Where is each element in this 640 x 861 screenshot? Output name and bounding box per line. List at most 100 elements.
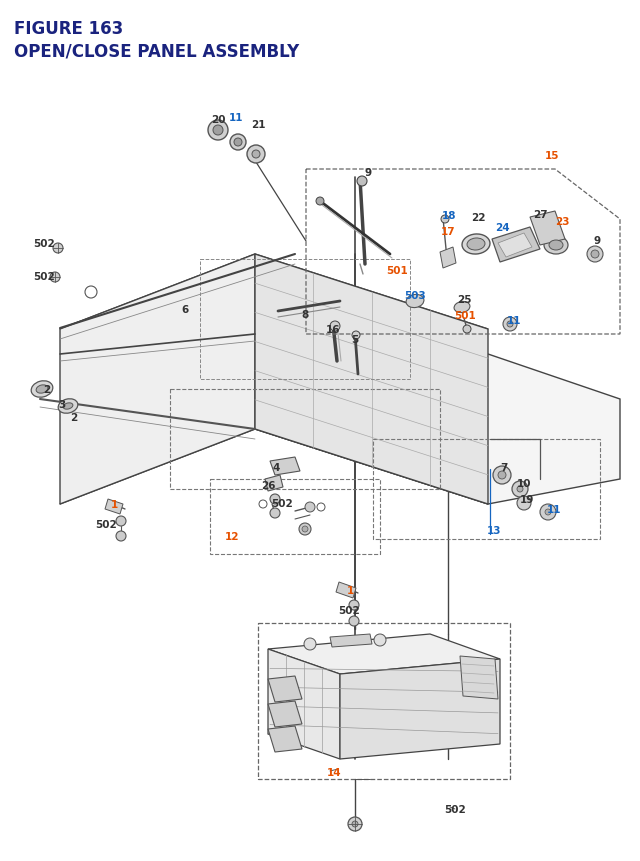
Circle shape bbox=[352, 821, 358, 827]
Circle shape bbox=[270, 494, 280, 505]
Text: 22: 22 bbox=[471, 213, 485, 223]
Polygon shape bbox=[460, 656, 498, 699]
Bar bbox=[373, 439, 600, 539]
Polygon shape bbox=[340, 660, 500, 759]
Circle shape bbox=[545, 510, 551, 516]
Ellipse shape bbox=[406, 295, 424, 308]
Ellipse shape bbox=[462, 235, 490, 255]
Circle shape bbox=[316, 198, 324, 206]
Ellipse shape bbox=[31, 381, 53, 398]
Text: 9: 9 bbox=[593, 236, 600, 245]
Text: 13: 13 bbox=[487, 525, 501, 536]
Circle shape bbox=[116, 517, 126, 526]
Text: 26: 26 bbox=[260, 480, 275, 491]
Circle shape bbox=[53, 244, 63, 254]
Circle shape bbox=[540, 505, 556, 520]
Text: 10: 10 bbox=[516, 479, 531, 488]
Circle shape bbox=[591, 251, 599, 258]
Bar bbox=[200, 260, 410, 380]
Text: 23: 23 bbox=[555, 217, 569, 226]
Polygon shape bbox=[60, 255, 255, 505]
Circle shape bbox=[517, 497, 531, 511]
Text: 4: 4 bbox=[272, 462, 280, 473]
Text: 1: 1 bbox=[110, 499, 118, 510]
Polygon shape bbox=[498, 233, 532, 257]
Text: 8: 8 bbox=[301, 310, 308, 319]
Text: 502: 502 bbox=[338, 605, 360, 616]
Ellipse shape bbox=[544, 237, 568, 255]
Text: 6: 6 bbox=[181, 305, 189, 314]
Circle shape bbox=[270, 508, 280, 518]
Text: 9: 9 bbox=[364, 168, 372, 177]
Ellipse shape bbox=[36, 386, 48, 393]
Text: 502: 502 bbox=[444, 804, 466, 814]
Text: 1: 1 bbox=[346, 585, 354, 595]
Polygon shape bbox=[440, 248, 456, 269]
Ellipse shape bbox=[63, 403, 73, 410]
Circle shape bbox=[357, 177, 367, 187]
Text: 11: 11 bbox=[547, 505, 561, 514]
Circle shape bbox=[441, 216, 449, 224]
Polygon shape bbox=[255, 255, 488, 505]
Text: 21: 21 bbox=[251, 120, 265, 130]
Polygon shape bbox=[60, 255, 488, 406]
Text: 12: 12 bbox=[225, 531, 239, 542]
Text: 15: 15 bbox=[545, 151, 559, 161]
Circle shape bbox=[349, 600, 359, 610]
Circle shape bbox=[493, 467, 511, 485]
Text: FIGURE 163: FIGURE 163 bbox=[14, 20, 124, 38]
Circle shape bbox=[208, 121, 228, 141]
Polygon shape bbox=[268, 649, 340, 759]
Text: 7: 7 bbox=[500, 462, 508, 473]
Polygon shape bbox=[255, 355, 620, 505]
Text: 18: 18 bbox=[442, 211, 456, 220]
Polygon shape bbox=[492, 228, 540, 263]
Polygon shape bbox=[105, 499, 123, 514]
Text: 5: 5 bbox=[351, 335, 358, 344]
Text: 16: 16 bbox=[326, 325, 340, 335]
Polygon shape bbox=[336, 582, 356, 598]
Circle shape bbox=[503, 318, 517, 331]
Text: 20: 20 bbox=[211, 115, 225, 125]
Text: 502: 502 bbox=[33, 272, 55, 282]
Text: 11: 11 bbox=[507, 316, 521, 325]
Text: 2: 2 bbox=[70, 412, 77, 423]
Circle shape bbox=[302, 526, 308, 532]
Circle shape bbox=[352, 331, 360, 339]
Polygon shape bbox=[270, 457, 300, 475]
Polygon shape bbox=[268, 676, 302, 703]
Circle shape bbox=[587, 247, 603, 263]
Circle shape bbox=[247, 146, 265, 164]
Circle shape bbox=[230, 135, 246, 151]
Text: 501: 501 bbox=[454, 311, 476, 320]
Ellipse shape bbox=[454, 302, 470, 313]
Circle shape bbox=[213, 126, 223, 136]
Circle shape bbox=[330, 322, 340, 331]
Text: 502: 502 bbox=[271, 499, 293, 508]
Circle shape bbox=[517, 486, 523, 492]
Text: 2: 2 bbox=[44, 385, 51, 394]
Circle shape bbox=[252, 151, 260, 158]
Text: 502: 502 bbox=[33, 238, 55, 249]
Circle shape bbox=[507, 322, 513, 328]
Circle shape bbox=[299, 523, 311, 536]
Text: 19: 19 bbox=[520, 494, 534, 505]
Circle shape bbox=[498, 472, 506, 480]
Bar bbox=[170, 389, 440, 489]
Text: 501: 501 bbox=[386, 266, 408, 276]
Circle shape bbox=[374, 635, 386, 647]
Circle shape bbox=[234, 139, 242, 147]
Text: 3: 3 bbox=[58, 400, 66, 410]
Ellipse shape bbox=[467, 238, 485, 251]
Polygon shape bbox=[530, 212, 565, 245]
Polygon shape bbox=[268, 726, 302, 753]
Circle shape bbox=[304, 638, 316, 650]
Text: 27: 27 bbox=[532, 210, 547, 220]
Text: 11: 11 bbox=[228, 113, 243, 123]
Circle shape bbox=[116, 531, 126, 542]
Circle shape bbox=[463, 325, 471, 333]
Polygon shape bbox=[330, 635, 372, 647]
Circle shape bbox=[349, 616, 359, 626]
Circle shape bbox=[348, 817, 362, 831]
Ellipse shape bbox=[58, 400, 78, 414]
